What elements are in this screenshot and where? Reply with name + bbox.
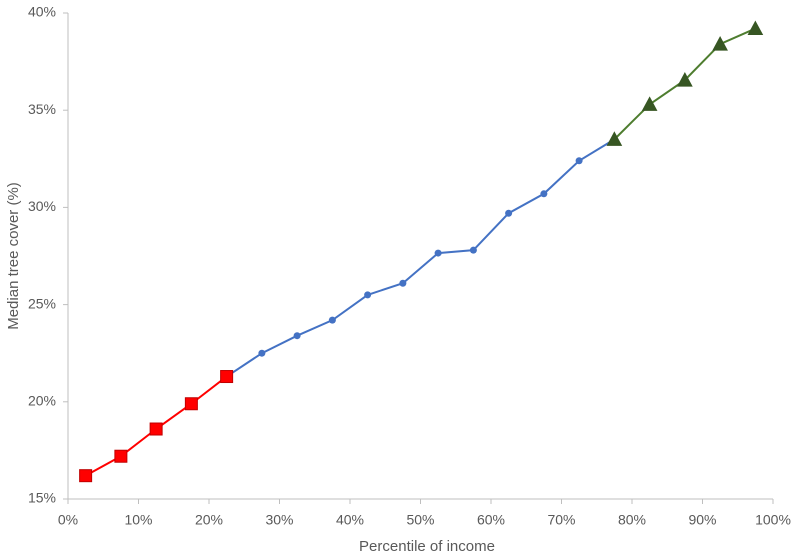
marker (575, 157, 583, 165)
x-tick-label: 50% (406, 512, 434, 528)
x-tick-label: 0% (58, 512, 78, 528)
x-axis-title: Percentile of income (359, 538, 495, 555)
x-tick-label: 80% (618, 512, 646, 528)
marker (114, 449, 128, 463)
y-axis-title: Median tree cover (%) (5, 182, 22, 330)
x-tick-label: 70% (547, 512, 575, 528)
marker (399, 279, 407, 287)
x-tick-label: 100% (755, 512, 791, 528)
x-tick-label: 10% (124, 512, 152, 528)
x-tick-label: 90% (688, 512, 716, 528)
y-tick-label: 25% (28, 295, 56, 311)
marker (434, 249, 442, 257)
marker (469, 246, 477, 254)
marker (149, 422, 163, 436)
marker (364, 291, 372, 299)
marker (677, 72, 693, 87)
y-tick-label: 20% (28, 393, 56, 409)
marker (712, 36, 728, 51)
marker (184, 397, 198, 411)
marker (641, 96, 658, 111)
y-tick-label: 40% (28, 4, 56, 20)
marker (220, 370, 234, 384)
marker (258, 349, 266, 357)
marker (79, 469, 93, 483)
marker (505, 209, 513, 217)
x-tick-label: 60% (477, 512, 505, 528)
marker (606, 131, 623, 146)
x-tick-label: 40% (336, 512, 364, 528)
y-tick-label: 15% (28, 490, 56, 506)
y-tick-label: 35% (28, 101, 56, 117)
marker (747, 20, 764, 36)
x-tick-label: 20% (195, 512, 223, 528)
y-tick-label: 30% (28, 198, 56, 214)
x-tick-label: 30% (265, 512, 293, 528)
series-line (226, 138, 615, 378)
marker (293, 332, 301, 340)
marker (328, 316, 336, 324)
marker (540, 190, 548, 198)
